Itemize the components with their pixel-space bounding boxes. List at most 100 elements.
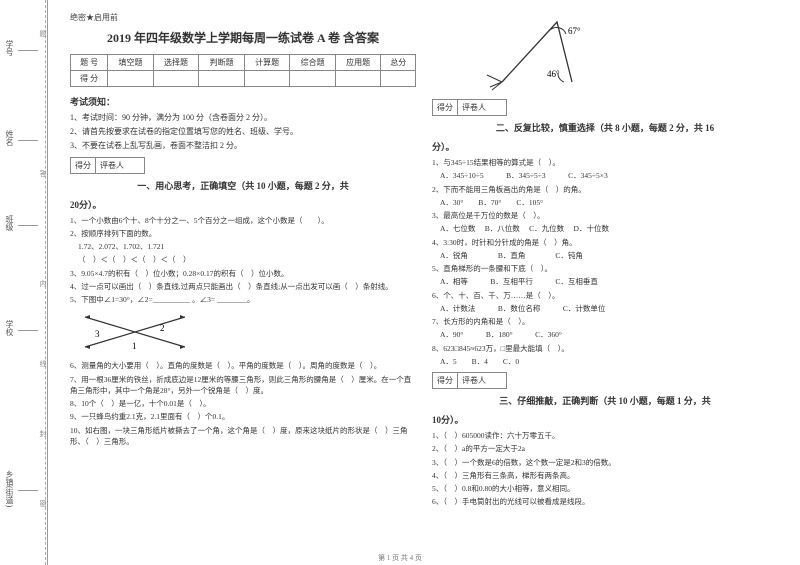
td: 得 分 [71,71,108,87]
seal-label: 封 [38,430,48,437]
instructions-head: 考试须知： [70,95,416,108]
section1-questions: 1、一个小数由6个十、8个十分之一、5个百分之一组成，这个小数是（ ）。 2、按… [70,215,416,448]
section2-questions: 1、与345÷15结果相等的算式是（ ）。 A．345÷10÷5 B．345÷5… [432,157,778,367]
margin-line [18,225,38,226]
th: 综合题 [290,55,336,71]
q: 7、用一根36厘米的铁丝，折成底边是12厘米的等腰三角形，则此三角形的腰角是（ … [70,374,416,397]
instructions: 1、考试时间：90 分钟，满分为 100 分（含卷面分 2 分）。 2、请首先按… [70,112,416,152]
binding-margin: 学号 姓名 班级 学校 乡镇(街道) 题 答 内 线 封 密 [0,0,48,565]
q: 1、（ ）605000读作：六十万零五千。 [432,430,778,441]
section3-title2: 10分）。 [432,413,778,426]
table-row: 得 分 [71,71,416,87]
q-sub: 1.72、2.072、1.702、1.721 [70,241,416,252]
q: 3、最高位是千万位的数是（ ）。 [432,210,778,221]
th: 应用题 [335,55,381,71]
q: 4、3:30时，时针和分针成的角是（ ）角。 [432,237,778,248]
q: 9、一只蜂鸟约重2.1克，2.1里面有（ ）个0.1。 [70,411,416,422]
scorer-box: 得分 评卷人 [432,99,507,116]
angle-diagram: 3 1 2 [80,309,190,354]
opt: A．30° B．70° C．105° [432,197,778,208]
th: 填空题 [108,55,154,71]
score-cell: 得分 [433,373,458,388]
content-area: 绝密★启用前 2019 年四年级数学上学期每周一练试卷 A 卷 含答案 题 号 … [48,0,800,565]
th: 计算题 [244,55,290,71]
grader-cell: 评卷人 [96,158,128,173]
instr-line: 2、请首先按要求在试卷的指定位置填写您的姓名、班级、学号。 [70,126,416,137]
q: 3、（ ）一个数是6的倍数，这个数一定是2和3的倍数。 [432,457,778,468]
th: 总分 [381,55,416,71]
q: 2、下而不能用三角板画出的角是（ ）的角。 [432,184,778,195]
left-column: 绝密★启用前 2019 年四年级数学上学期每周一练试卷 A 卷 含答案 题 号 … [62,12,424,559]
angle-label-2: 2 [160,323,165,333]
page-footer: 第 1 页 共 4 页 [0,553,800,563]
opt: A．锐角 B．直角 C．钝角 [432,250,778,261]
margin-line [18,490,38,491]
opt: A．相等 B．互相平行 C．互相垂直 [432,276,778,287]
td [199,71,245,87]
section2-title2: 分）。 [432,140,778,153]
td [290,71,336,87]
right-column: 67° 46° 得分 评卷人 二、反复比较，慎重选择（共 8 小题，每题 2 分… [424,12,786,559]
q: 5、（ ）0.8和0.80的大小相等，意义相同。 [432,483,778,494]
section2-title: 二、反复比较，慎重选择（共 8 小题，每题 2 分，共 16 [432,121,778,134]
score-cell: 得分 [71,158,96,173]
margin-label-town: 乡镇(街道) [4,470,15,507]
seal-label: 线 [38,360,48,367]
td [108,71,154,87]
secrecy-label: 绝密★启用前 [70,12,416,23]
opt: A．计数法 B．数位名称 C．计数单位 [432,303,778,314]
opt: A．345÷10÷5 B．345÷5÷3 C．345÷5×3 [432,170,778,181]
q: 4、（ ）三角形有三条高，梯形有两条高。 [432,470,778,481]
score-table: 题 号 填空题 选择题 判断题 计算题 综合题 应用题 总分 得 分 [70,54,416,87]
seal-label: 答 [38,170,48,177]
seal-label: 题 [38,30,48,37]
triangle-diagram: 67° 46° [472,12,602,92]
opt: A．5 B．4 C．0 [432,356,778,367]
score-cell: 得分 [433,100,458,115]
q: 2、按顺序排列下面的数。 [70,228,416,239]
angle-label-3: 3 [95,329,100,339]
q: 5、直角梯形的一条腰和下底（ ）。 [432,263,778,274]
angle-46: 46° [547,69,560,79]
td [335,71,381,87]
td [381,71,416,87]
q: 6、测量角的大小要用（ ）。直角的度数是（ ）。平角的度数是（ ）。周角的度数是… [70,360,416,371]
instr-line: 1、考试时间：90 分钟，满分为 100 分（含卷面分 2 分）。 [70,112,416,123]
margin-line [18,50,38,51]
q: 1、与345÷15结果相等的算式是（ ）。 [432,157,778,168]
q: 7、长方形的内角和是（ ）。 [432,316,778,327]
q: 8、10个（ ）是一亿，十个0.01是（ ）。 [70,398,416,409]
section3-questions: 1、（ ）605000读作：六十万零五千。 2、（ ）a的平方一定大于2a 3、… [432,430,778,508]
section1-title2: 20分）。 [70,198,416,211]
angle-label-1: 1 [132,341,137,351]
th: 题 号 [71,55,108,71]
scorer-box: 得分 评卷人 [70,157,145,174]
q: 6、（ ）手电筒射出的光线可以被看成是线段。 [432,496,778,507]
margin-line [18,330,38,331]
q: 3、9.05×4.7的积有（ ）位小数；0.28×0.17的积有（ ）位小数。 [70,268,416,279]
grader-cell: 评卷人 [458,373,490,388]
table-row: 题 号 填空题 选择题 判断题 计算题 综合题 应用题 总分 [71,55,416,71]
seal-label: 密 [38,500,48,507]
th: 判断题 [199,55,245,71]
q: 1、一个小数由6个十、8个十分之一、5个百分之一组成，这个小数是（ ）。 [70,215,416,226]
td [244,71,290,87]
grader-cell: 评卷人 [458,100,490,115]
q: 6、个、十、百、千、万……是（ ）。 [432,290,778,301]
margin-label-id: 学号 [4,40,15,56]
section3-title: 三、仔细推敲，正确判断（共 10 小题，每题 1 分，共 [432,394,778,407]
instr-line: 3、不要在试卷上乱写乱画，卷面不整洁扣 2 分。 [70,140,416,151]
q: 2、（ ）a的平方一定大于2a [432,443,778,454]
margin-label-school: 学校 [4,320,15,336]
q: 10、如右图，一块三角形纸片被撕去了一个角，这个角是（ ）度，原来这块纸片的形状… [70,425,416,448]
q: 8、623□845≈623万，□里最大能填（ ）。 [432,343,778,354]
scorer-box: 得分 评卷人 [432,372,507,389]
seal-label: 内 [38,280,48,287]
td [153,71,199,87]
exam-title: 2019 年四年级数学上学期每周一练试卷 A 卷 含答案 [70,29,416,46]
angle-67: 67° [568,26,581,36]
margin-label-name: 姓名 [4,130,15,146]
q: 5、下图中∠1=30°，∠2=__________ 。∠3= ________。 [70,294,416,305]
opt: A．七位数 B．八位数 C．九位数 D．十位数 [432,223,778,234]
margin-label-class: 班级 [4,215,15,231]
